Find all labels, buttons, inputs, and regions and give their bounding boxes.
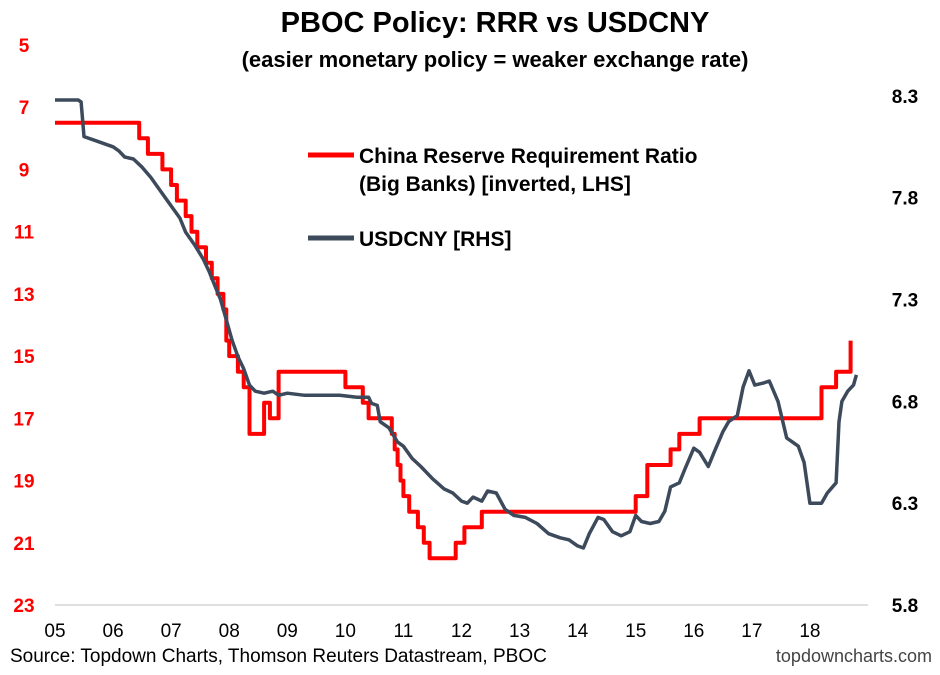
left-tick-label: 21 [13,534,35,555]
series-line-rrr [55,120,853,561]
x-tick-label: 17 [741,621,762,642]
legend: China Reserve Requirement Ratio (Big Ban… [308,145,697,251]
right-tick-label: 6.3 [892,494,918,515]
x-tick-label: 09 [277,621,298,642]
legend-label-usdcny: USDCNY [RHS] [359,228,511,251]
right-tick-label: 8.3 [892,87,918,108]
x-tick-label: 07 [161,621,182,642]
right-tick-label: 7.3 [892,291,918,312]
left-tick-label: 7 [19,98,30,119]
left-y-axis: 5 7 9 11 13 15 17 19 21 23 [13,36,35,617]
legend-label-rrr-line2: (Big Banks) [inverted, LHS] [359,173,631,196]
left-tick-label: 5 [19,36,30,57]
x-tick-label: 08 [219,621,240,642]
series-layer [55,98,859,561]
brand-watermark: topdowncharts.com [776,646,932,666]
x-tick-label: 11 [394,621,414,642]
chart-title: PBOC Policy: RRR vs USDCNY [281,7,710,39]
left-tick-label: 19 [13,472,34,493]
x-tick-label: 16 [683,621,704,642]
left-tick-label: 23 [13,596,34,617]
left-tick-label: 15 [13,347,35,368]
right-tick-label: 5.8 [892,596,918,617]
chart-subtitle: (easier monetary policy = weaker exchang… [242,47,749,72]
right-tick-label: 7.8 [892,189,918,210]
left-tick-label: 13 [13,285,34,306]
left-tick-label: 9 [19,160,30,181]
x-tick-label: 13 [509,621,530,642]
right-y-axis: 8.3 7.8 7.3 6.8 6.3 5.8 [892,87,918,617]
right-tick-label: 6.8 [892,392,918,413]
x-tick-label: 10 [335,621,356,642]
x-tick-label: 15 [625,621,646,642]
left-tick-label: 11 [14,223,35,244]
x-tick-label: 05 [44,621,65,642]
left-tick-label: 17 [13,409,34,430]
x-tick-label: 12 [451,621,472,642]
x-tick-label: 14 [567,621,589,642]
x-tick-label: 18 [799,621,820,642]
x-tick-label: 06 [103,621,124,642]
series-line-usdcny [55,98,859,550]
x-axis: 05 06 07 08 09 10 11 12 13 14 15 16 17 18 [44,621,820,642]
legend-label-rrr-line1: China Reserve Requirement Ratio [359,145,697,168]
source-note: Source: Topdown Charts, Thomson Reuters … [10,646,547,667]
